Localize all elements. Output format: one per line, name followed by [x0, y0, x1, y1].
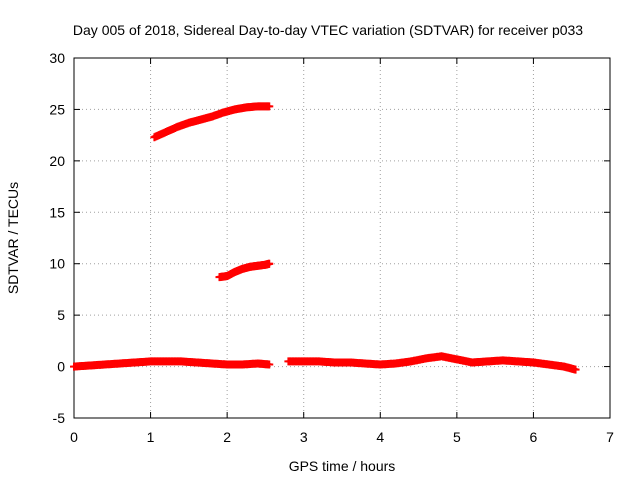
- chart-title: Day 005 of 2018, Sidereal Day-to-day VTE…: [73, 22, 583, 38]
- x-tick-label: 4: [376, 429, 384, 445]
- series-3: [150, 102, 274, 142]
- y-tick-label: 5: [57, 307, 65, 323]
- x-tick-label: 2: [223, 429, 231, 445]
- x-tick-label: 5: [453, 429, 461, 445]
- y-axis-label: SDTVAR / TECUs: [5, 182, 21, 294]
- data-points: [70, 102, 580, 374]
- y-tick-label: 30: [49, 50, 65, 66]
- y-tick-label: 10: [49, 256, 65, 272]
- series-2: [284, 352, 580, 374]
- y-tick-label: -5: [53, 410, 66, 426]
- plot-frame: [73, 57, 611, 419]
- x-tick-label: 0: [70, 429, 78, 445]
- y-tick-label: 25: [49, 101, 65, 117]
- x-tick-label: 3: [300, 429, 308, 445]
- x-tick-label: 1: [147, 429, 155, 445]
- data-point: [265, 360, 274, 369]
- data-point: [265, 259, 274, 268]
- series-4: [215, 259, 274, 282]
- x-axis-label: GPS time / hours: [289, 458, 396, 474]
- data-point: [571, 365, 580, 374]
- y-tick-label: 20: [49, 153, 65, 169]
- grid-lines: [74, 58, 610, 418]
- y-tick-label: 0: [57, 359, 65, 375]
- x-tick-label: 6: [530, 429, 538, 445]
- series-1: [70, 357, 274, 371]
- x-tick-label: 7: [606, 429, 614, 445]
- y-tick-label: 15: [49, 204, 65, 220]
- data-point: [265, 102, 274, 111]
